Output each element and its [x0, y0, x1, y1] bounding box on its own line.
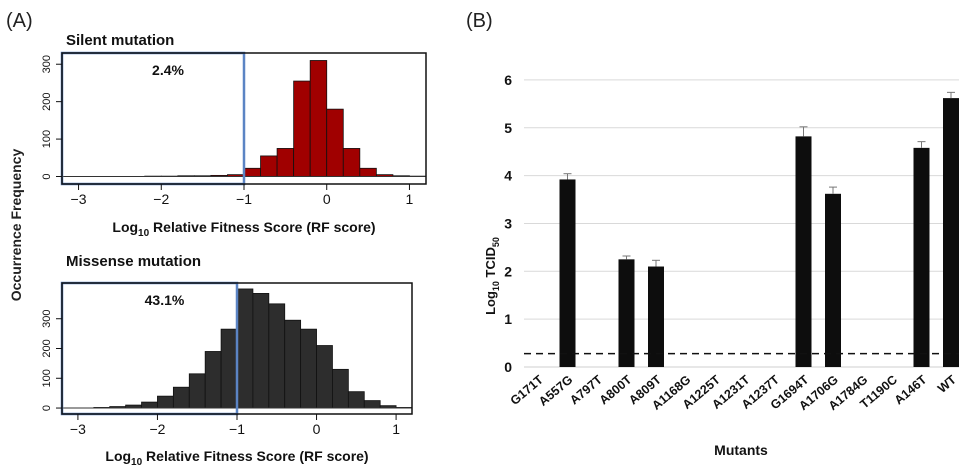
bar [943, 98, 959, 367]
missense-title: Missense mutation [66, 253, 201, 270]
x-tick-label: 0 [323, 191, 331, 207]
x-tick-label: −3 [71, 191, 87, 207]
silent-frame [61, 52, 427, 185]
histogram-bar [284, 319, 302, 409]
histogram-bar [342, 148, 361, 177]
x-tick-label: 0 [313, 421, 321, 437]
category-label: A797T [567, 372, 605, 407]
x-tick-label: 1 [392, 421, 400, 437]
panel-a-label: (A) [6, 10, 33, 32]
histogram-bar [347, 391, 365, 409]
histogram-bar [236, 288, 254, 409]
y-tick-label: 1 [504, 311, 512, 327]
category-label: A557G [536, 373, 575, 409]
histogram-bar [243, 167, 261, 177]
category-label: A800T [597, 372, 635, 407]
missense-highlight-label: 43.1% [145, 292, 185, 308]
x-tick-label: −1 [229, 421, 245, 437]
silent-highlight-label: 2.4% [152, 62, 184, 78]
bar [559, 179, 576, 367]
missense-histogram: Missense mutation −3 −2 −1 0 1 0 100 200 300 43.… [41, 253, 413, 466]
histogram-bar [316, 345, 333, 409]
histogram-bar [268, 303, 286, 409]
histogram-bar [276, 148, 295, 177]
y-tick-label: 100 [41, 130, 53, 148]
histogram-bar [157, 395, 174, 409]
silent-xlabel: Log10 Relative Fitness Score (RF score) [112, 219, 375, 239]
y-tick-label: 0 [504, 359, 512, 375]
histogram-bar [188, 373, 206, 409]
histogram-bar [172, 386, 190, 409]
histogram-bar [260, 155, 278, 177]
histogram-bar [326, 108, 344, 177]
histogram-bar [204, 351, 222, 409]
y-tick-label: 100 [41, 369, 53, 387]
y-tick-label: 0 [41, 405, 53, 411]
histogram-bar [363, 400, 381, 409]
y-tick-label: 0 [41, 173, 53, 179]
y-tick-label: 300 [41, 310, 53, 328]
panel-a-ylabel: Occurrence Frequency [8, 149, 24, 302]
missense-xlabel: Log10 Relative Fitness Score (RF score) [105, 448, 368, 466]
y-tick-label: 4 [504, 168, 512, 184]
x-tick-label: −2 [149, 421, 165, 437]
bar [913, 147, 930, 367]
tcid50-bar-chart: 0123456G171TA557GA797TA800TA809TA1168GA1… [483, 72, 959, 458]
y-tick-label: 5 [504, 120, 512, 136]
histogram-bar [252, 293, 270, 409]
histogram-bar [141, 401, 158, 409]
bar [648, 266, 664, 367]
bar [618, 259, 635, 367]
x-tick-label: −2 [153, 191, 169, 207]
y-tick-label: 6 [504, 72, 512, 88]
panel-b-label: (B) [466, 10, 493, 32]
histogram-bar [300, 328, 317, 409]
histogram-bar [309, 60, 328, 177]
y-tick-label: 3 [504, 215, 512, 231]
x-tick-label: −1 [236, 191, 252, 207]
histogram-bar [220, 328, 238, 409]
tcid50-xlabel: Mutants [714, 442, 768, 458]
bar [795, 136, 812, 367]
y-tick-label: 300 [41, 55, 53, 73]
y-tick-label: 200 [41, 92, 53, 110]
tcid50-ylabel: Log10 TCID50 [483, 237, 501, 315]
y-tick-label: 2 [504, 263, 512, 279]
category-label: WT [935, 372, 959, 395]
y-tick-label: 200 [41, 339, 53, 357]
histogram-bar [293, 80, 311, 177]
silent-title: Silent mutation [66, 32, 174, 49]
x-tick-label: 1 [406, 191, 414, 207]
x-tick-label: −3 [70, 421, 86, 437]
histogram-bar [359, 167, 377, 177]
missense-frame [61, 282, 413, 415]
bar [825, 193, 841, 367]
category-label: A146T [892, 372, 930, 407]
histogram-bar [332, 368, 349, 409]
